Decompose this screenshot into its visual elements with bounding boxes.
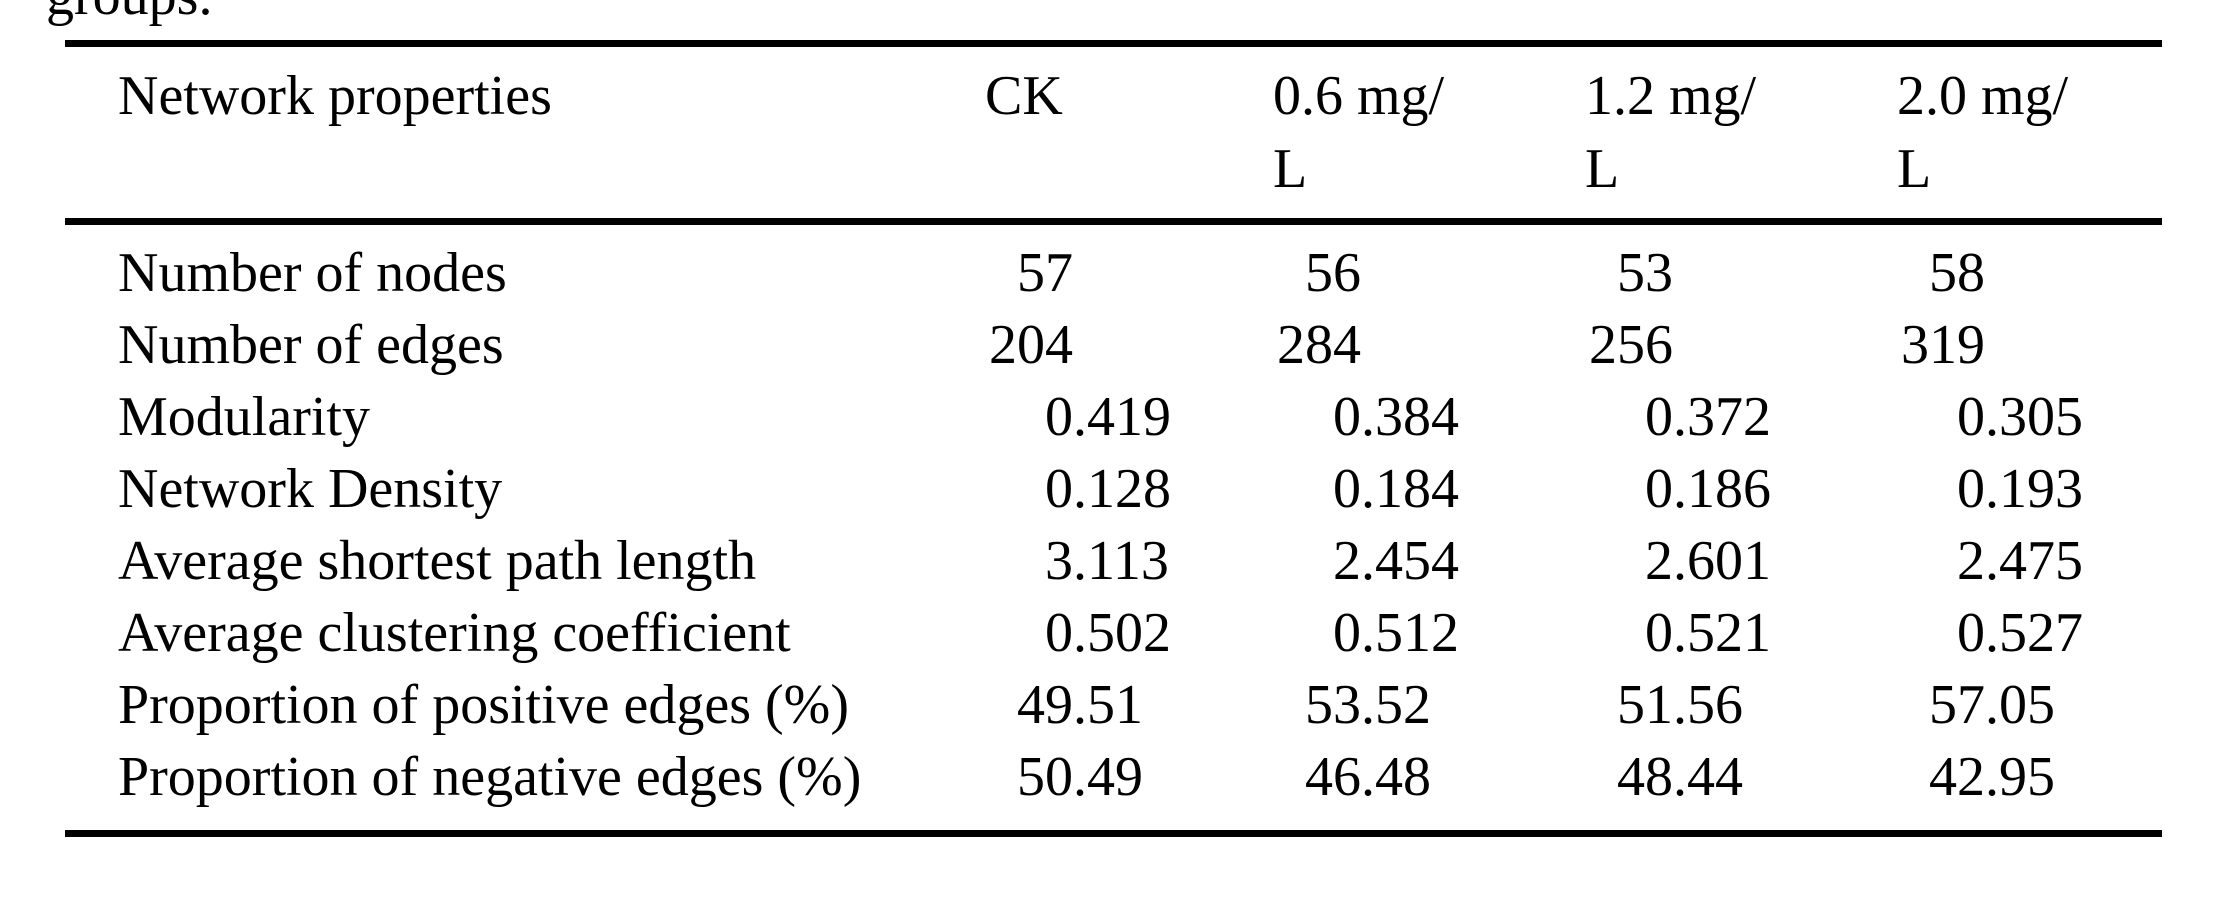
cell-value: 46.48 bbox=[1305, 746, 1431, 808]
cell-value: 57.05 bbox=[1929, 674, 2055, 736]
cell-value: 0.372 bbox=[1645, 386, 1771, 448]
cell-value: 2.601 bbox=[1645, 530, 1771, 592]
cell-value: 0.521 bbox=[1645, 602, 1771, 664]
cell-value: 53.52 bbox=[1305, 674, 1431, 736]
cell-value: 0.502 bbox=[1045, 602, 1171, 664]
column-header-line1: 1.2 mg/ bbox=[1585, 65, 1757, 127]
cell-value: 56 bbox=[1305, 242, 1361, 304]
table-row: Average shortest path length 3.113 2.454… bbox=[0, 533, 2239, 591]
table-header-rule bbox=[65, 218, 2162, 225]
cell-value: 0.384 bbox=[1333, 386, 1459, 448]
cell-value: 0.527 bbox=[1957, 602, 2083, 664]
row-label: Average shortest path length bbox=[118, 530, 757, 592]
column-header-ck: CK bbox=[985, 68, 1265, 214]
cell-value: 0.193 bbox=[1957, 458, 2083, 520]
column-header-1-2-mg-l: 1.2 mg/ L bbox=[1585, 68, 1865, 214]
column-header-0-6-mg-l: 0.6 mg/ L bbox=[1273, 68, 1553, 214]
row-label: Proportion of positive edges (%) bbox=[118, 674, 849, 736]
cell-value: 0.186 bbox=[1645, 458, 1771, 520]
cell-value: 284 bbox=[1277, 314, 1361, 376]
cell-value: 53 bbox=[1617, 242, 1673, 304]
cell-value: 0.419 bbox=[1045, 386, 1171, 448]
column-header-2-0-mg-l: 2.0 mg/ L bbox=[1897, 68, 2177, 214]
row-label: Network Density bbox=[118, 458, 503, 520]
cell-value: 58 bbox=[1929, 242, 1985, 304]
column-header-line1: CK bbox=[985, 65, 1063, 127]
table-row: Modularity 0.419 0.384 0.372 0.305 bbox=[0, 389, 2239, 447]
row-label: Number of nodes bbox=[118, 242, 507, 304]
cell-value: 50.49 bbox=[1017, 746, 1143, 808]
cell-value: 3.113 bbox=[1045, 530, 1169, 592]
cell-value: 204 bbox=[989, 314, 1073, 376]
table-row: Average clustering coefficient 0.502 0.5… bbox=[0, 605, 2239, 663]
row-label: Number of edges bbox=[118, 314, 504, 376]
cell-value: 0.184 bbox=[1333, 458, 1459, 520]
table-row: Network Density 0.128 0.184 0.186 0.193 bbox=[0, 461, 2239, 519]
cell-value: 0.512 bbox=[1333, 602, 1459, 664]
column-header-line2: L bbox=[1585, 138, 1620, 200]
cell-value: 256 bbox=[1589, 314, 1673, 376]
cell-value: 0.305 bbox=[1957, 386, 2083, 448]
row-label: Modularity bbox=[118, 386, 370, 448]
column-header-line2: L bbox=[1273, 138, 1308, 200]
column-header-line1: 2.0 mg/ bbox=[1897, 65, 2069, 127]
column-header-line2: L bbox=[1897, 138, 1932, 200]
table-row: Proportion of positive edges (%) 49.51 5… bbox=[0, 677, 2239, 735]
table-row: Number of edges 204 284 256 319 bbox=[0, 317, 2239, 375]
cell-value: 48.44 bbox=[1617, 746, 1743, 808]
table-top-rule bbox=[65, 40, 2162, 47]
column-header-properties: Network properties bbox=[118, 65, 552, 127]
cell-value: 319 bbox=[1901, 314, 1985, 376]
cell-value: 2.475 bbox=[1957, 530, 2083, 592]
row-label: Average clustering coefficient bbox=[118, 602, 791, 664]
table-bottom-rule bbox=[65, 830, 2162, 837]
cell-value: 42.95 bbox=[1929, 746, 2055, 808]
cell-value: 2.454 bbox=[1333, 530, 1459, 592]
caption-fragment: groups. bbox=[46, 0, 212, 24]
table-row: Proportion of negative edges (%) 50.49 4… bbox=[0, 749, 2239, 807]
cell-value: 49.51 bbox=[1017, 674, 1143, 736]
column-header-line2 bbox=[985, 141, 1265, 214]
cell-value: 57 bbox=[1017, 242, 1073, 304]
cell-value: 51.56 bbox=[1617, 674, 1743, 736]
cell-value: 0.128 bbox=[1045, 458, 1171, 520]
row-label: Proportion of negative edges (%) bbox=[118, 746, 862, 808]
table-row: Number of nodes 57 56 53 58 bbox=[0, 245, 2239, 303]
column-header-line1: 0.6 mg/ bbox=[1273, 65, 1445, 127]
